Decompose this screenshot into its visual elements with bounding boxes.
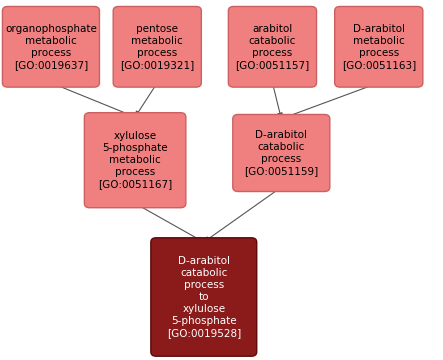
FancyBboxPatch shape: [334, 6, 423, 87]
FancyBboxPatch shape: [233, 114, 330, 192]
FancyBboxPatch shape: [151, 238, 257, 356]
FancyBboxPatch shape: [113, 6, 201, 87]
Text: D-arabitol
metabolic
process
[GO:0051163]: D-arabitol metabolic process [GO:0051163…: [342, 24, 416, 70]
FancyBboxPatch shape: [228, 6, 316, 87]
Text: arabitol
catabolic
process
[GO:0051157]: arabitol catabolic process [GO:0051157]: [235, 24, 310, 70]
FancyBboxPatch shape: [3, 6, 99, 87]
Text: xylulose
5-phosphate
metabolic
process
[GO:0051167]: xylulose 5-phosphate metabolic process […: [98, 131, 172, 189]
FancyBboxPatch shape: [84, 113, 186, 208]
Text: D-arabitol
catabolic
process
to
xylulose
5-phosphate
[GO:0019528]: D-arabitol catabolic process to xylulose…: [167, 256, 241, 338]
Text: D-arabitol
catabolic
process
[GO:0051159]: D-arabitol catabolic process [GO:0051159…: [244, 130, 319, 176]
Text: organophosphate
metabolic
process
[GO:0019637]: organophosphate metabolic process [GO:00…: [5, 24, 97, 70]
Text: pentose
metabolic
process
[GO:0019321]: pentose metabolic process [GO:0019321]: [120, 24, 194, 70]
